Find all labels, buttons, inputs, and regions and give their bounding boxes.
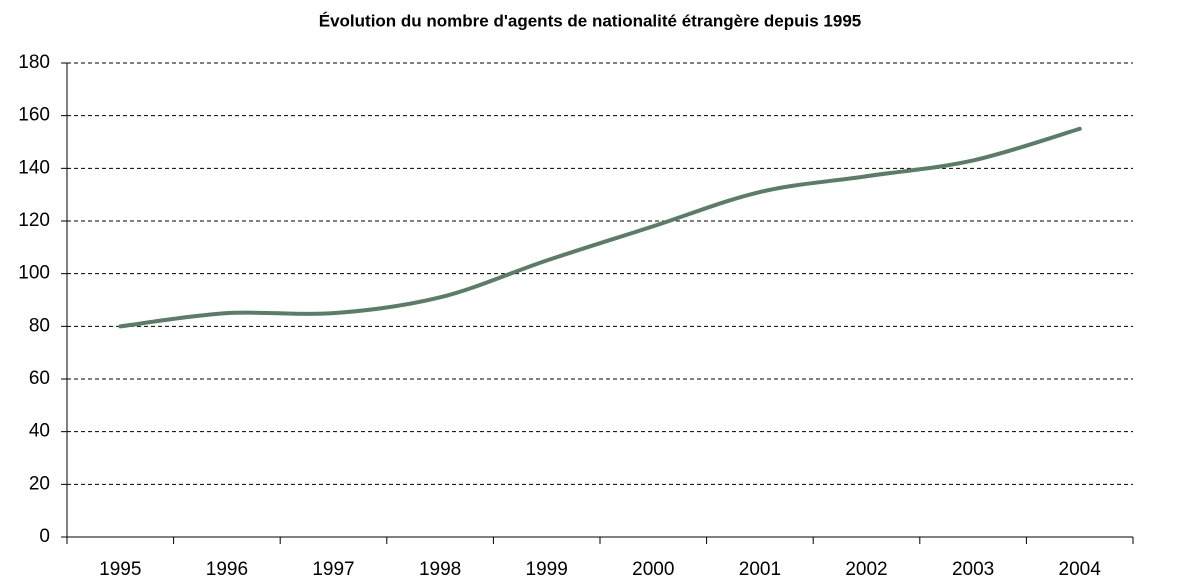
y-tick-label: 100 xyxy=(18,263,50,284)
x-tick-label: 1996 xyxy=(206,559,248,579)
x-tick-label: 2003 xyxy=(952,559,994,579)
x-tick-label: 1995 xyxy=(99,559,141,579)
data-line xyxy=(118,126,1082,329)
x-tick-label: 1999 xyxy=(526,559,568,579)
y-tick-label: 120 xyxy=(18,210,50,231)
x-tick-label: 2002 xyxy=(845,559,887,579)
y-tick-label: 160 xyxy=(18,105,50,126)
x-tick-label: 1997 xyxy=(312,559,354,579)
y-tick-label: 40 xyxy=(29,421,50,442)
y-tick-label: 180 xyxy=(18,52,50,73)
chart-title: Évolution du nombre d'agents de national… xyxy=(319,11,861,30)
y-tick-label: 20 xyxy=(29,473,50,494)
y-tick-label: 80 xyxy=(29,315,50,336)
x-tick-label: 1998 xyxy=(419,559,461,579)
x-tick-label: 2004 xyxy=(1059,559,1102,579)
x-tick-label: 2001 xyxy=(739,559,781,579)
y-tick-label: 60 xyxy=(29,368,50,389)
x-tick-label: 2000 xyxy=(632,559,674,579)
y-tick-label: 0 xyxy=(39,526,50,547)
y-tick-label: 140 xyxy=(18,157,50,178)
